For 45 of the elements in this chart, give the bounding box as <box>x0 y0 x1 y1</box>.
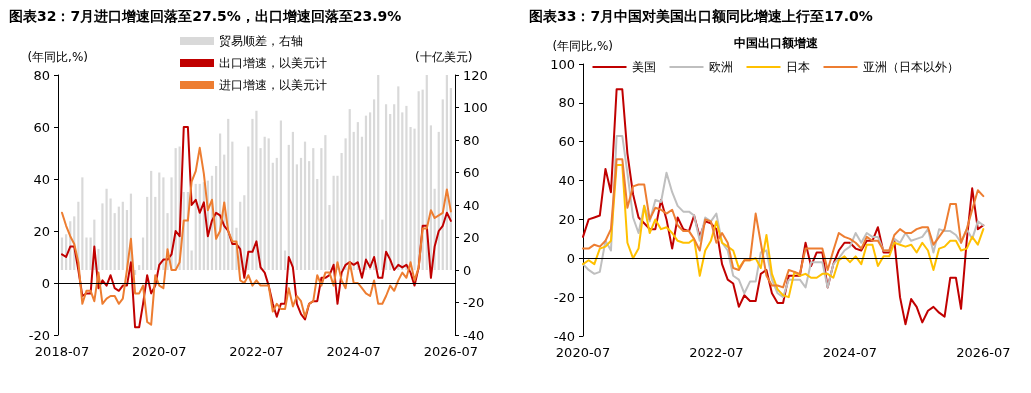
chart-title: 图表33：7月中国对美国出口额同比增速上行至17.0% <box>529 8 873 24</box>
y-axis-title: (年同比,%) <box>552 39 613 53</box>
y2-tick-label: 80 <box>463 132 480 148</box>
y2-tick-label: -40 <box>463 327 485 343</box>
x-tick-label: 2026-07 <box>423 344 479 359</box>
y2-tick-label: 100 <box>463 100 488 115</box>
chart-title: 图表32：7月进口增速回落至27.5%，出口增速回落至23.9% <box>9 8 402 24</box>
x-tick-label: 2020-07 <box>132 344 187 359</box>
x-tick-label: 2022-07 <box>229 344 284 359</box>
y-tick-label: 0 <box>41 275 50 291</box>
y-tick-label: 20 <box>558 211 575 227</box>
x-tick-label: 2020-07 <box>555 345 611 360</box>
x-tick-label: 2018-07 <box>34 344 90 359</box>
y-axis-title: (年同比,%) <box>27 50 88 64</box>
chart-subtitle: 中国出口额增速 <box>733 36 819 50</box>
y-tick-label: 80 <box>33 67 50 83</box>
legend-label: 贸易顺差，右轴 <box>219 34 303 48</box>
y2-tick-label: 60 <box>463 165 480 180</box>
legend-label: 日本 <box>785 60 810 74</box>
y-tick-label: 40 <box>33 171 50 187</box>
legend-label: 美国 <box>631 60 656 74</box>
y-tick-label: 60 <box>558 134 575 150</box>
y2-tick-label: 40 <box>463 197 480 213</box>
legend-label: 亚洲（日本以外） <box>862 60 959 74</box>
y2-tick-label: 20 <box>463 230 480 245</box>
legend-label: 欧洲 <box>708 60 733 74</box>
y-tick-label: -40 <box>553 328 575 344</box>
legend-label: 出口增速，以美元计 <box>219 56 327 70</box>
y2-tick-label: 120 <box>463 67 488 83</box>
y-tick-label: 40 <box>558 173 575 189</box>
legend-label: 进口增速，以美元计 <box>219 78 327 92</box>
y2-axis-title: (十亿美元) <box>415 50 473 64</box>
y-tick-label: 100 <box>550 56 575 72</box>
y-tick-label: -20 <box>553 289 575 305</box>
x-tick-label: 2024-07 <box>822 345 878 360</box>
y2-tick-label: -20 <box>463 295 485 310</box>
y-tick-label: 60 <box>33 119 50 135</box>
x-tick-label: 2026-07 <box>956 345 1011 360</box>
x-tick-label: 2024-07 <box>326 344 381 359</box>
y-tick-label: 0 <box>566 250 575 266</box>
y-tick-label: 20 <box>33 223 50 239</box>
x-tick-label: 2022-07 <box>689 345 744 360</box>
y-tick-label: 80 <box>558 95 575 111</box>
y2-tick-label: 0 <box>463 262 472 278</box>
y-tick-label: -20 <box>28 327 50 343</box>
